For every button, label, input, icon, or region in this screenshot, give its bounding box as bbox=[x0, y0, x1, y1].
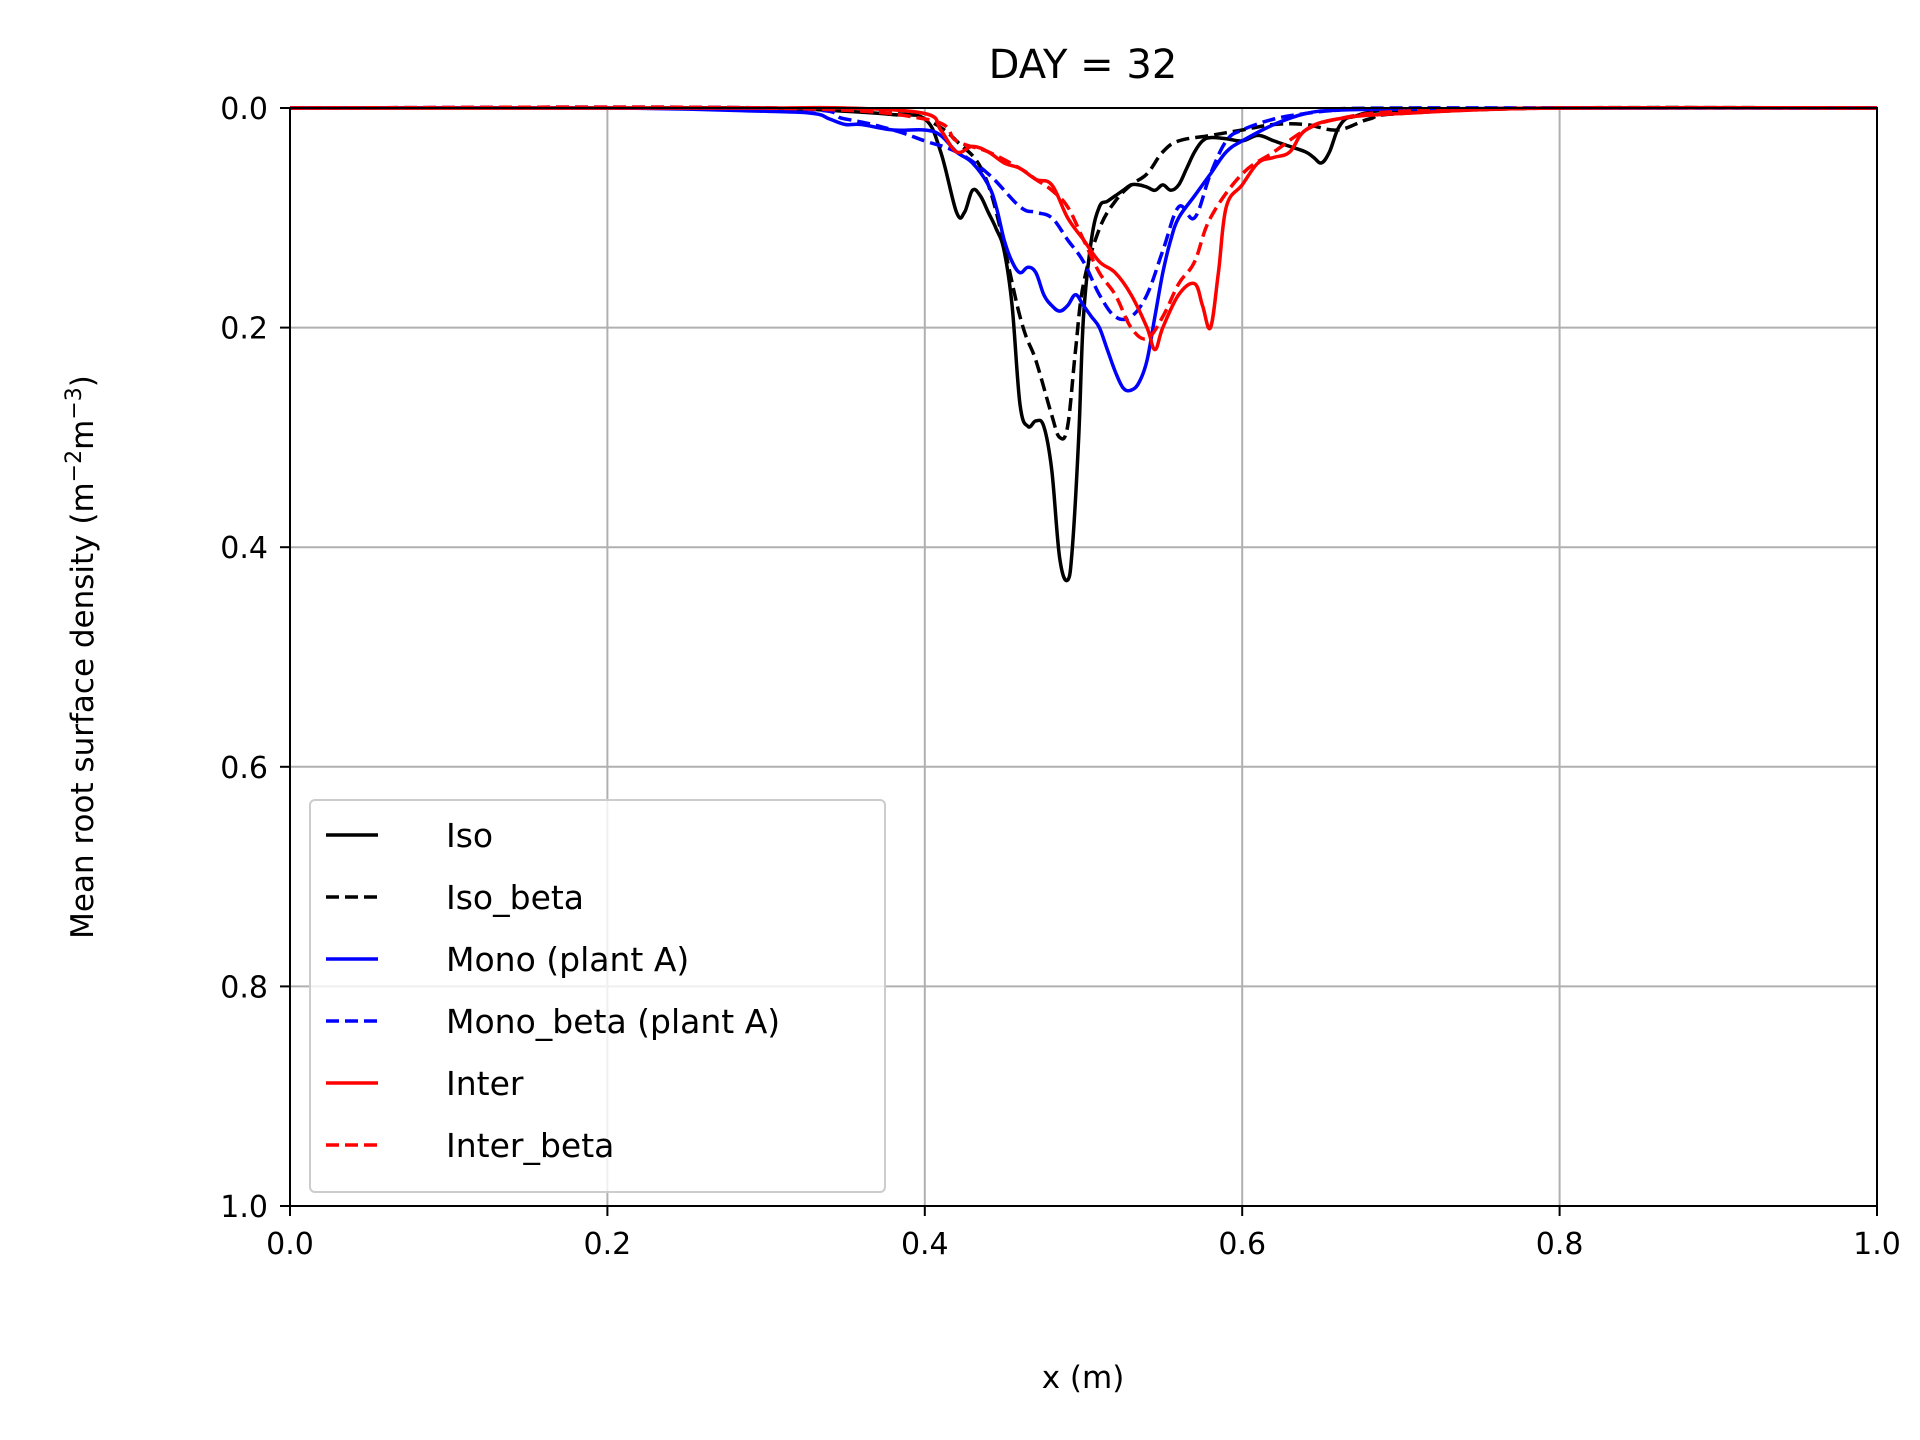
legend-box bbox=[309, 799, 886, 1193]
x-tick-label-1: 0.2 bbox=[584, 1227, 632, 1262]
y-axis-label: Mean root surface density (m−2m−3) bbox=[62, 375, 101, 939]
x-tick-label-2: 0.4 bbox=[901, 1227, 949, 1262]
legend-label-1: Iso_beta bbox=[446, 878, 584, 917]
x-tick-label-0: 0.0 bbox=[266, 1227, 314, 1262]
y-axis: 0.0 0.2 0.4 0.6 0.8 1.0 bbox=[220, 92, 290, 1225]
y-axis-label-part-2: m bbox=[65, 420, 101, 450]
chart-title: DAY = 32 bbox=[989, 42, 1178, 88]
x-axis-label: x (m) bbox=[1042, 1360, 1125, 1396]
legend-label-5: Inter_beta bbox=[446, 1126, 614, 1165]
x-tick-label-4: 0.8 bbox=[1536, 1227, 1584, 1262]
series-line-mono-beta-plant-a bbox=[289, 105, 1878, 322]
x-axis: 0.0 0.2 0.4 0.6 0.8 1.0 bbox=[266, 1206, 1901, 1262]
series-layer bbox=[289, 105, 1878, 583]
legend: Iso Iso_beta Mono (plant A) Mono_beta (plan… bbox=[309, 799, 886, 1193]
y-axis-label-part-4: ) bbox=[65, 375, 101, 387]
legend-label-4: Inter bbox=[446, 1064, 524, 1103]
x-tick-label-3: 0.6 bbox=[1218, 1227, 1266, 1262]
legend-label-0: Iso bbox=[446, 816, 493, 855]
legend-label-3: Mono_beta (plant A) bbox=[446, 1002, 780, 1041]
y-tick-label-1: 0.2 bbox=[220, 312, 268, 347]
y-axis-label-part-0: Mean root surface density (m bbox=[65, 482, 101, 939]
series-line-inter bbox=[289, 105, 1878, 352]
plot-frame bbox=[289, 107, 1878, 1207]
series-line-inter-beta bbox=[289, 105, 1878, 341]
y-tick-label-0: 0.0 bbox=[220, 92, 268, 127]
legend-label-2: Mono (plant A) bbox=[446, 940, 689, 979]
y-axis-label-part-3: −3 bbox=[62, 387, 87, 419]
y-axis-label-part-1: −2 bbox=[62, 450, 87, 482]
grid bbox=[289, 107, 1878, 1207]
y-tick-label-3: 0.6 bbox=[220, 751, 268, 786]
y-tick-label-4: 0.8 bbox=[220, 970, 268, 1005]
y-tick-label-5: 1.0 bbox=[220, 1190, 268, 1225]
series-line-iso-beta bbox=[289, 105, 1878, 441]
x-tick-label-5: 1.0 bbox=[1853, 1227, 1901, 1262]
series-line-iso bbox=[289, 105, 1878, 583]
y-tick-label-2: 0.4 bbox=[220, 531, 268, 566]
